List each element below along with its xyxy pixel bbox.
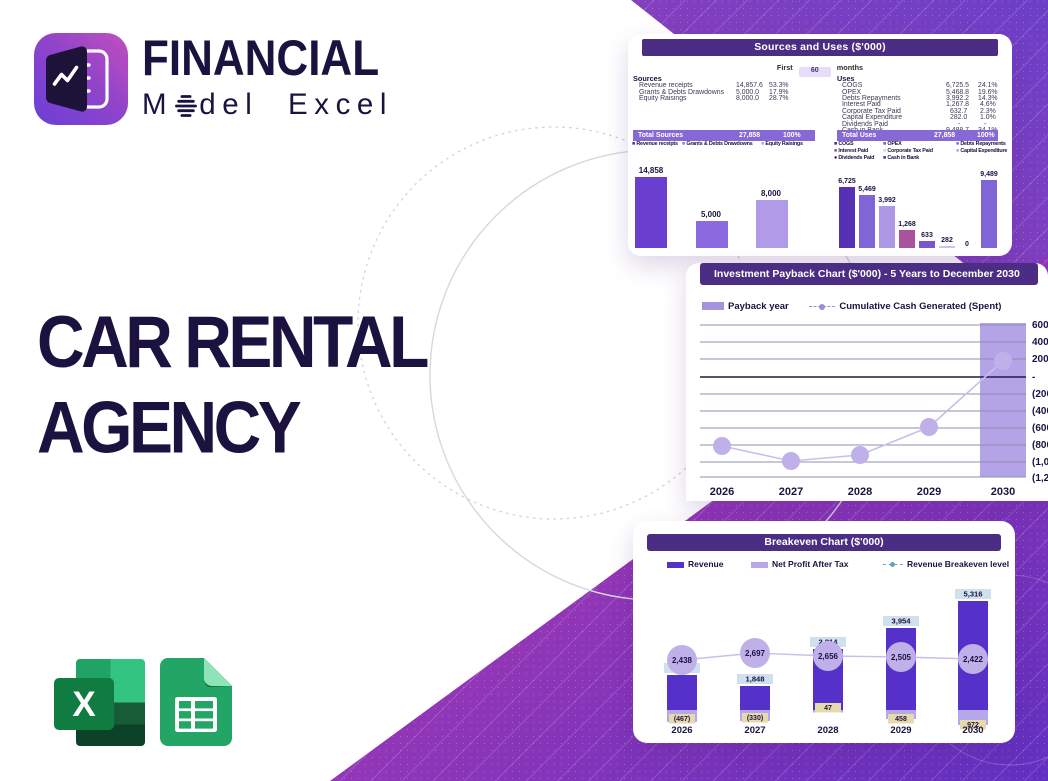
svg-text:458: 458 bbox=[895, 716, 907, 723]
svg-text:2030: 2030 bbox=[991, 486, 1015, 498]
svg-text:0: 0 bbox=[965, 241, 969, 248]
svg-text:2026: 2026 bbox=[671, 725, 692, 733]
svg-text:2030: 2030 bbox=[962, 725, 983, 733]
svg-text:(467): (467) bbox=[674, 716, 690, 723]
svg-text:3,954: 3,954 bbox=[891, 617, 911, 626]
svg-text:9,489: 9,489 bbox=[980, 171, 998, 178]
svg-text:47: 47 bbox=[824, 705, 832, 712]
svg-text:14,858: 14,858 bbox=[639, 166, 664, 175]
svg-text:200: 200 bbox=[1032, 354, 1048, 365]
svg-text:1,268: 1,268 bbox=[898, 221, 916, 228]
svg-text:600: 600 bbox=[1032, 320, 1048, 331]
svg-text:633: 633 bbox=[921, 232, 933, 239]
svg-text:2,422: 2,422 bbox=[963, 655, 984, 664]
svg-text:6,725: 6,725 bbox=[838, 178, 856, 185]
svg-text:2,505: 2,505 bbox=[891, 653, 912, 662]
svg-text:5,316: 5,316 bbox=[963, 590, 982, 599]
svg-text:-: - bbox=[1032, 372, 1035, 383]
svg-text:2028: 2028 bbox=[817, 725, 838, 733]
svg-text:X: X bbox=[72, 685, 96, 724]
svg-text:(800): (800) bbox=[1032, 440, 1048, 451]
svg-text:2027: 2027 bbox=[744, 725, 765, 733]
svg-text:2,656: 2,656 bbox=[818, 652, 839, 661]
svg-text:(330): (330) bbox=[747, 715, 763, 722]
svg-text:5,000: 5,000 bbox=[701, 210, 722, 219]
svg-text:1,848: 1,848 bbox=[745, 675, 764, 684]
svg-text:282: 282 bbox=[941, 237, 953, 244]
svg-text:(600): (600) bbox=[1032, 423, 1048, 434]
svg-text:(1,000): (1,000) bbox=[1032, 457, 1048, 468]
svg-text:3,992: 3,992 bbox=[878, 197, 896, 204]
svg-text:2026: 2026 bbox=[710, 486, 734, 498]
svg-text:2029: 2029 bbox=[890, 725, 911, 733]
svg-text:2029: 2029 bbox=[917, 486, 941, 498]
svg-text:5,469: 5,469 bbox=[858, 186, 876, 193]
svg-text:(1,200): (1,200) bbox=[1032, 473, 1048, 484]
svg-text:2027: 2027 bbox=[779, 486, 803, 498]
svg-text:2,697: 2,697 bbox=[745, 649, 766, 658]
svg-text:400: 400 bbox=[1032, 337, 1048, 348]
svg-text:(400): (400) bbox=[1032, 406, 1048, 417]
svg-text:8,000: 8,000 bbox=[761, 189, 782, 198]
svg-text:2028: 2028 bbox=[848, 486, 872, 498]
svg-text:2,438: 2,438 bbox=[672, 656, 693, 665]
svg-text:(200): (200) bbox=[1032, 389, 1048, 400]
